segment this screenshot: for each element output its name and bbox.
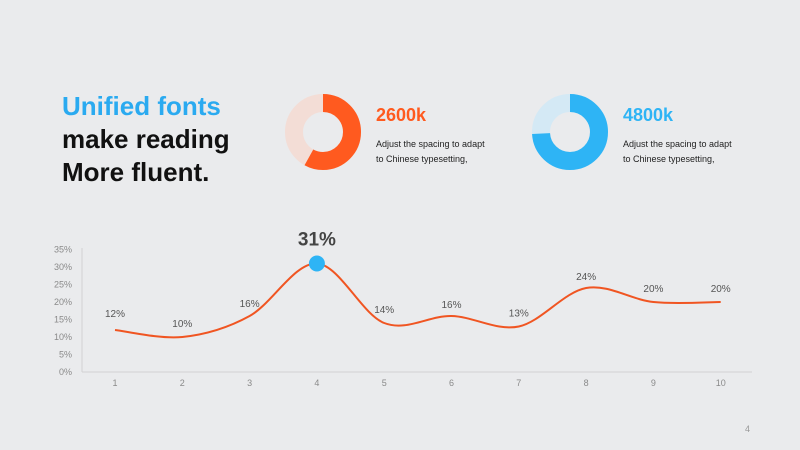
headline-line-2: make reading (62, 124, 230, 154)
headline-line-3: More fluent. (62, 157, 210, 187)
data-label: 20% (711, 284, 731, 295)
y-tick-label: 35% (54, 245, 72, 255)
x-tick-label: 5 (382, 378, 387, 388)
stat-1-description: Adjust the spacing to adapt to Chinese t… (376, 137, 506, 167)
data-label: 10% (172, 319, 192, 330)
x-tick-label: 3 (247, 378, 252, 388)
stat-2-description-line-2: to Chinese typesetting, (623, 154, 715, 164)
y-tick-label: 30% (54, 262, 72, 272)
data-label-highlight: 31% (298, 230, 336, 251)
headline-line-1: Unified fonts (62, 91, 221, 121)
y-tick-label: 5% (59, 350, 72, 360)
data-label: 14% (374, 305, 394, 316)
stat-1-value: 2600k (376, 105, 427, 125)
x-tick-label: 2 (180, 378, 185, 388)
y-tick-label: 25% (54, 280, 72, 290)
series-line (114, 262, 721, 339)
x-tick-label: 8 (584, 378, 589, 388)
x-tick-label: 7 (516, 378, 521, 388)
stat-2-value: 4800k (623, 105, 674, 125)
y-tick-label: 0% (59, 367, 72, 377)
donut-chart-1 (285, 94, 361, 170)
x-tick-label: 1 (112, 378, 117, 388)
data-label: 16% (240, 299, 260, 310)
x-tick-label: 9 (651, 378, 656, 388)
headline: Unified fonts make reading More fluent. (62, 90, 230, 189)
x-tick-label: 6 (449, 378, 454, 388)
stat-2-description: Adjust the spacing to adapt to Chinese t… (623, 137, 753, 167)
donut-1-arc (285, 94, 361, 170)
donut-chart-2 (532, 94, 608, 170)
y-tick-label: 20% (54, 297, 72, 307)
data-label: 16% (441, 300, 461, 311)
highlight-point (308, 255, 325, 272)
donut-2-arc (532, 94, 608, 170)
page-number: 4 (744, 424, 750, 434)
stat-1-description-line-2: to Chinese typesetting, (376, 154, 468, 164)
y-tick-label: 15% (54, 315, 72, 325)
stat-1-description-line-1: Adjust the spacing to adapt (376, 139, 485, 149)
x-tick-label: 10 (716, 378, 726, 388)
data-label: 12% (105, 309, 125, 320)
x-tick-label: 4 (314, 378, 319, 388)
stat-2-description-line-1: Adjust the spacing to adapt (623, 139, 732, 149)
y-tick-label: 10% (54, 332, 72, 342)
data-label: 24% (576, 272, 596, 283)
data-label: 13% (509, 309, 529, 320)
data-label: 20% (643, 284, 663, 295)
